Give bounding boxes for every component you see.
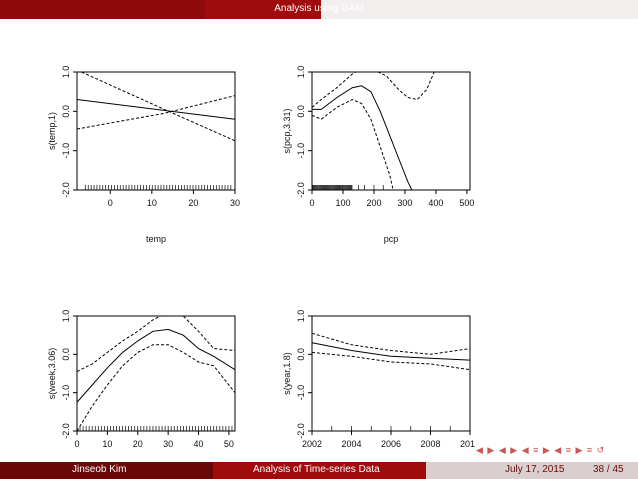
- footer-author: Jinseob Kim: [72, 464, 127, 475]
- confidence-band-line: [312, 351, 470, 371]
- confidence-band-line: [312, 72, 435, 108]
- y-tick-label: -2.0: [61, 182, 71, 198]
- header-left-section: [0, 0, 205, 19]
- plot-year: -2.0 -1.0 0.0 1.0 s(year,1.8) 2002 2004 2006 200…: [282, 310, 475, 449]
- plot-week: -2.0-1.00.01.0s(week,3.06)01020304050wee…: [47, 310, 236, 449]
- confidence-band-line: [77, 95, 235, 130]
- smooth-fit-line: [77, 99, 235, 120]
- x-tick-label: 300: [397, 198, 412, 208]
- y-tick-label: -1.0: [61, 385, 71, 401]
- plot-frame: [76, 315, 236, 432]
- y-tick-label: -1.0: [296, 143, 306, 159]
- x-tick-label: 30: [230, 198, 240, 208]
- y-tick-label: 0.0: [61, 348, 71, 361]
- x-tick-label: 2002: [302, 439, 322, 449]
- x-tick-label: 10: [147, 198, 157, 208]
- confidence-band-line: [312, 98, 394, 190]
- y-tick-label: 0.0: [296, 348, 306, 361]
- plot-pcp: -2.0 -1.0 0.0 1.0 s(pcp,3.31) 0 100 200 300 400 50…: [282, 66, 474, 244]
- footer-page-number: 38 / 45: [593, 464, 624, 475]
- y-axis-label: s(pcp,3.31): [282, 108, 292, 153]
- beamer-navigation-icons[interactable]: ◀ ▶ ◀ ▶ ◀ ≡ ▶ ◀ ≡ ▶ ≡ ↺: [476, 445, 606, 455]
- x-tick-label: 2006: [381, 439, 401, 449]
- x-tick-label: 0: [74, 439, 79, 449]
- x-tick-label: 40: [194, 439, 204, 449]
- x-tick-label: 20: [133, 439, 143, 449]
- x-axis-label: temp: [146, 234, 166, 244]
- rug-marks: [311, 426, 471, 431]
- y-tick-label: 0.0: [61, 105, 71, 118]
- smooth-fit-line: [312, 342, 470, 361]
- y-tick-label: 1.0: [61, 66, 71, 79]
- footer-author-section: Jinseob Kim: [0, 462, 213, 479]
- header-right-section: [321, 0, 638, 19]
- x-tick-label: 50: [224, 439, 234, 449]
- x-tick-label: 0: [309, 198, 314, 208]
- y-tick-label: -2.0: [296, 182, 306, 198]
- confidence-band-line: [312, 332, 470, 355]
- x-tick-label: 200: [366, 198, 381, 208]
- x-tick-label: 0: [108, 198, 113, 208]
- y-tick-label: -2.0: [61, 423, 71, 439]
- y-tick-label: -1.0: [296, 385, 306, 401]
- confidence-band-line: [77, 316, 235, 373]
- footer-date: July 17, 2015: [505, 464, 565, 475]
- y-tick-label: 1.0: [296, 66, 306, 79]
- rug-marks: [84, 185, 232, 190]
- y-tick-label: -1.0: [61, 143, 71, 159]
- slide-footer: Jinseob Kim Analysis of Time-series Data…: [0, 462, 638, 479]
- confidence-band-line: [80, 72, 235, 142]
- smooth-fit-line: [77, 328, 235, 403]
- footer-date-section: July 17, 2015 38 / 45: [426, 462, 638, 479]
- y-tick-label: 1.0: [61, 310, 71, 323]
- x-tick-label: 400: [428, 198, 443, 208]
- y-tick-label: 0.0: [296, 105, 306, 118]
- footer-talk-title: Analysis of Time-series Data: [253, 464, 380, 475]
- rug-marks: [79, 426, 236, 431]
- smooth-fit-line: [312, 85, 413, 190]
- x-tick-label: 20: [188, 198, 198, 208]
- x-tick-label: 100: [335, 198, 350, 208]
- plot-frame: [311, 71, 471, 191]
- y-axis-label: s(year,1.8): [282, 352, 292, 395]
- x-tick-label: 30: [163, 439, 173, 449]
- x-tick-label: 2010: [460, 439, 475, 449]
- x-axis-label: pcp: [384, 234, 399, 244]
- confidence-band-line: [77, 344, 235, 431]
- plot-frame: [311, 315, 471, 432]
- rug-marks: [311, 185, 384, 190]
- y-tick-label: -2.0: [296, 423, 306, 439]
- header-title: Analysis using GAM: [274, 3, 364, 14]
- y-axis-label: s(week,3.06): [47, 348, 57, 400]
- plot-frame: [76, 71, 236, 191]
- y-axis-label: s(temp,1): [47, 112, 57, 150]
- plot-temp: -2.0 -1.0 0.0 1.0 s(temp,1) 0 10 20 30 temp: [47, 66, 240, 244]
- x-tick-label: 2004: [341, 439, 361, 449]
- y-tick-label: 1.0: [296, 310, 306, 323]
- x-tick-label: 2008: [420, 439, 440, 449]
- slide-header-bar: Analysis using GAM: [0, 0, 638, 19]
- x-tick-label: 10: [102, 439, 112, 449]
- footer-title-section: Analysis of Time-series Data: [213, 462, 426, 479]
- x-tick-label: 500: [459, 198, 474, 208]
